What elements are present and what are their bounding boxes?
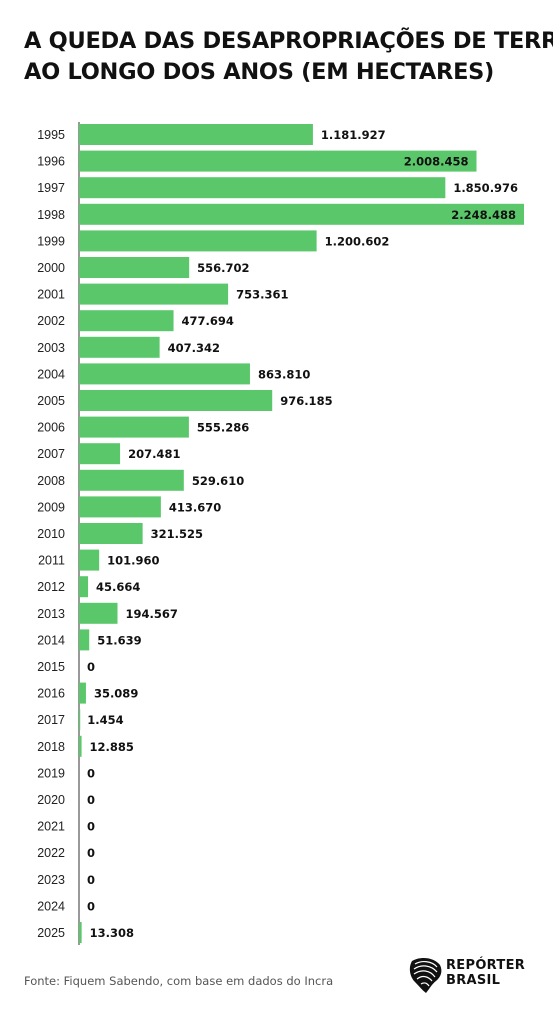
data-label: 529.610 <box>192 474 244 488</box>
bar <box>79 469 184 491</box>
bar <box>79 709 81 731</box>
category-tick-label: 2016 <box>37 687 65 701</box>
category-tick-label: 1997 <box>37 181 65 195</box>
logo-line-1: REPÓRTER <box>446 958 526 973</box>
category-tick-label: 2013 <box>37 607 65 621</box>
data-label: 0 <box>87 820 95 834</box>
chart-title-line-1: A QUEDA DAS DESAPROPRIAÇÕES DE TERRA <box>24 28 553 54</box>
category-tick-label: 2005 <box>37 394 65 408</box>
category-tick-label: 2012 <box>37 580 65 594</box>
data-label: 0 <box>87 660 95 674</box>
data-label: 556.702 <box>197 261 249 275</box>
data-label: 13.308 <box>90 926 134 940</box>
category-tick-label: 2001 <box>37 288 65 302</box>
bar <box>79 310 174 332</box>
data-label: 0 <box>87 873 95 887</box>
data-label: 0 <box>87 793 95 807</box>
data-label: 35.089 <box>94 687 138 701</box>
data-label: 1.181.927 <box>321 128 386 142</box>
data-label: 1.454 <box>87 713 123 727</box>
bar <box>79 443 121 465</box>
category-tick-label: 2017 <box>37 713 65 727</box>
category-tick-label: 2020 <box>37 793 65 807</box>
bar <box>79 283 229 305</box>
category-tick-label: 2009 <box>37 500 65 514</box>
data-label: 45.664 <box>96 580 140 594</box>
data-label: 194.567 <box>126 607 178 621</box>
category-tick-label: 2006 <box>37 421 65 435</box>
data-label: 477.694 <box>182 314 234 328</box>
category-tick-label: 2000 <box>37 261 65 275</box>
chart-title: A QUEDA DAS DESAPROPRIAÇÕES DE TERRA AO … <box>24 26 553 88</box>
logo-text: REPÓRTER BRASIL <box>446 958 525 988</box>
data-label: 101.960 <box>107 554 159 568</box>
data-label: 2.248.488 <box>451 208 516 222</box>
category-tick-label: 2022 <box>37 846 65 860</box>
bar <box>79 124 313 145</box>
bar <box>79 602 118 624</box>
category-tick-label: 1995 <box>37 128 65 142</box>
category-tick-label: 2011 <box>38 554 65 568</box>
category-tick-label: 2018 <box>37 740 65 754</box>
category-tick-label: 2003 <box>37 341 65 355</box>
fingerprint-map-icon <box>409 957 442 993</box>
category-tick-label: 1998 <box>37 208 65 222</box>
category-tick-label: 2025 <box>37 926 65 940</box>
data-label: 0 <box>87 899 95 913</box>
category-tick-label: 2014 <box>37 633 65 647</box>
category-tick-label: 2023 <box>37 873 65 887</box>
category-tick-label: 2024 <box>37 899 65 913</box>
category-tick-label: 2004 <box>37 367 65 381</box>
bar <box>79 416 189 438</box>
bar <box>79 629 90 651</box>
data-label: 321.525 <box>151 527 203 541</box>
data-label: 51.639 <box>97 633 141 647</box>
bar <box>79 257 190 278</box>
category-tick-label: 1996 <box>37 155 65 169</box>
category-tick-label: 2002 <box>37 314 65 328</box>
bar <box>79 735 82 757</box>
category-tick-label: 2021 <box>37 820 65 834</box>
data-label: 207.481 <box>128 447 180 461</box>
bar <box>79 682 86 704</box>
category-tick-label: 2015 <box>37 660 65 674</box>
chart-title-line-2: AO LONGO DOS ANOS (EM HECTARES) <box>24 59 495 85</box>
category-tick-label: 2007 <box>37 447 65 461</box>
data-label: 0 <box>87 766 95 780</box>
source-note: Fonte: Fiquem Sabendo, com base em dados… <box>24 974 334 988</box>
bar <box>79 496 161 518</box>
bar <box>79 150 477 172</box>
data-label: 12.885 <box>90 740 134 754</box>
bar <box>79 523 143 544</box>
category-tick-label: 2008 <box>37 474 65 488</box>
reporter-brasil-logo: REPÓRTER BRASIL <box>406 955 534 997</box>
category-tick-label: 2019 <box>37 766 65 780</box>
logo-line-2: BRASIL <box>446 973 501 988</box>
data-label: 555.286 <box>197 421 249 435</box>
data-label: 413.670 <box>169 500 221 514</box>
data-label: 1.850.976 <box>453 181 518 195</box>
bar <box>79 177 446 199</box>
data-label: 2.008.458 <box>404 155 469 169</box>
data-label: 0 <box>87 846 95 860</box>
bar <box>79 390 273 411</box>
bar <box>79 230 317 252</box>
bar <box>79 549 100 571</box>
category-tick-label: 1999 <box>37 234 65 248</box>
data-label: 976.185 <box>280 394 332 408</box>
data-label: 753.361 <box>236 288 288 302</box>
bar <box>79 203 524 225</box>
data-label: 1.200.602 <box>325 234 390 248</box>
data-label: 407.342 <box>168 341 220 355</box>
bar <box>79 922 82 943</box>
bar <box>79 336 160 358</box>
category-tick-label: 2010 <box>37 527 65 541</box>
bar <box>79 576 89 598</box>
bar <box>79 363 250 385</box>
data-label: 863.810 <box>258 367 310 381</box>
